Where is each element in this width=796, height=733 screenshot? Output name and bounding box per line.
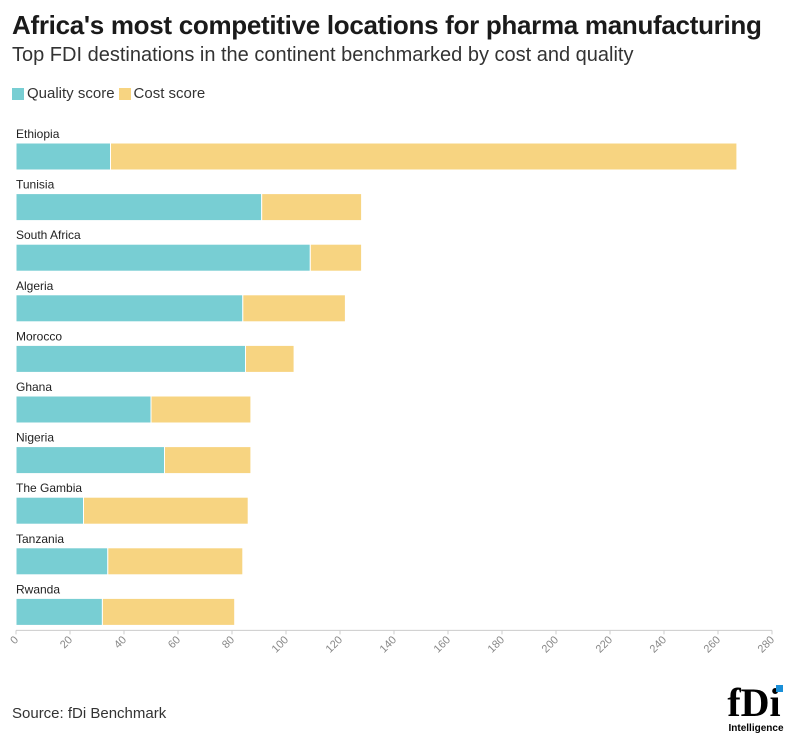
- x-tick-label: 0: [8, 634, 21, 647]
- bar-quality-score: [15, 547, 109, 576]
- legend-label-cost: Cost score: [133, 85, 206, 102]
- x-tick-label: 80: [220, 634, 237, 651]
- legend: Quality score Cost score: [12, 85, 209, 102]
- category-label: Algeria: [16, 279, 54, 293]
- x-tick-label: 40: [112, 634, 129, 651]
- x-tick-label: 280: [756, 634, 777, 655]
- bar-quality-score: [15, 395, 152, 424]
- bar-quality-score: [15, 344, 246, 373]
- bar-cost-score: [83, 496, 249, 525]
- x-tick-label: 240: [648, 634, 669, 655]
- source-note: Source: fDi Benchmark: [12, 705, 167, 722]
- category-label: Ethiopia: [16, 127, 60, 141]
- logo-dot: [776, 685, 783, 692]
- chart-subtitle: Top FDI destinations in the continent be…: [12, 44, 634, 66]
- bar-cost-score: [164, 446, 252, 475]
- bar-cost-score: [107, 547, 244, 576]
- x-tick-label: 180: [486, 634, 507, 655]
- fdi-intelligence-logo: fDi Intelligence: [727, 680, 784, 733]
- bar-quality-score: [15, 193, 263, 222]
- bar-cost-score: [242, 294, 346, 323]
- x-tick-label: 20: [58, 634, 75, 651]
- bar-quality-score: [15, 142, 111, 171]
- bar-quality-score: [15, 446, 165, 475]
- bar-cost-score: [101, 597, 236, 626]
- legend-item-cost: Cost score: [118, 85, 206, 102]
- x-tick-label: 60: [166, 634, 183, 651]
- bar-quality-score: [15, 496, 84, 525]
- logo-main-text: fDi: [727, 680, 780, 725]
- category-label: Rwanda: [16, 582, 60, 596]
- bar-cost-score: [150, 395, 252, 424]
- logo-sub-text: Intelligence: [728, 723, 783, 733]
- x-tick-label: 160: [432, 634, 453, 655]
- x-tick-label: 140: [378, 634, 399, 655]
- category-label: Morocco: [16, 329, 62, 343]
- bar-quality-score: [15, 243, 311, 272]
- legend-swatch-quality: [12, 87, 24, 100]
- bar-cost-score: [309, 243, 363, 272]
- x-tick-label: 100: [270, 634, 291, 655]
- category-label: Nigeria: [16, 431, 54, 445]
- x-tick-label: 120: [324, 634, 345, 655]
- bar-quality-score: [15, 597, 103, 626]
- x-tick-label: 220: [594, 634, 615, 655]
- category-label: Tunisia: [16, 178, 55, 192]
- x-tick-label: 260: [702, 634, 723, 655]
- chart-title: Africa's most competitive locations for …: [12, 10, 762, 40]
- category-label: South Africa: [16, 228, 81, 242]
- category-label: Tanzania: [16, 532, 64, 546]
- bar-cost-score: [245, 344, 295, 373]
- legend-item-quality: Quality score: [12, 85, 115, 102]
- bar-quality-score: [15, 294, 244, 323]
- category-label: The Gambia: [16, 481, 82, 495]
- bar-cost-score: [261, 193, 363, 222]
- x-tick-label: 200: [540, 634, 561, 655]
- bar-cost-score: [110, 142, 738, 171]
- legend-swatch-cost: [118, 87, 131, 100]
- legend-label-quality: Quality score: [27, 85, 115, 102]
- category-label: Ghana: [16, 380, 52, 394]
